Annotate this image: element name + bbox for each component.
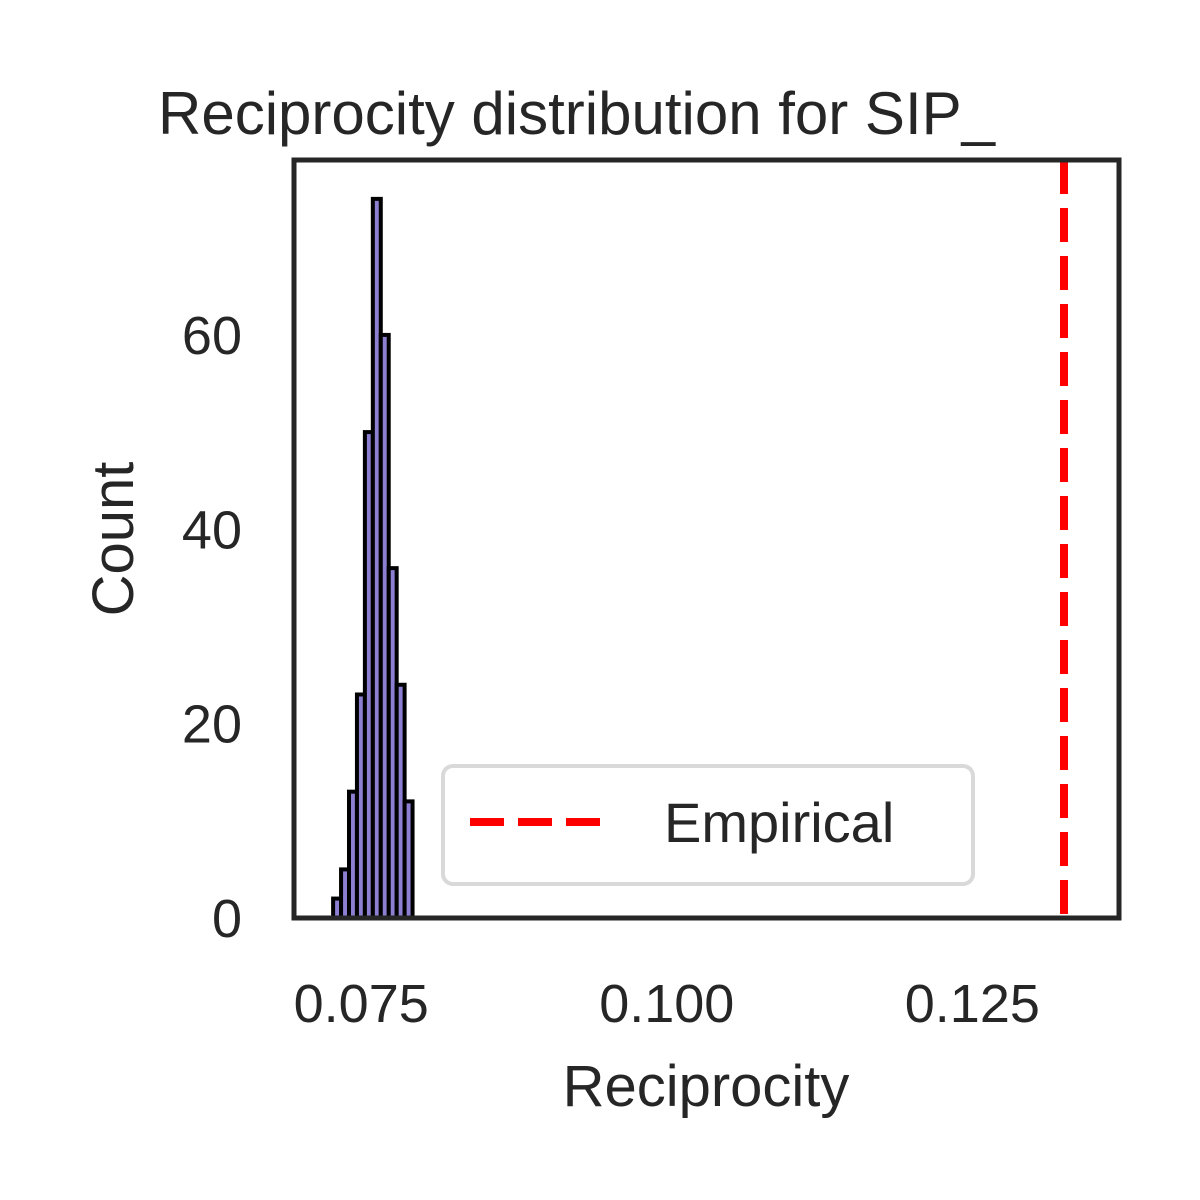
histogram-bars [331,196,415,921]
x-tick-labels: 0.075 0.100 0.125 [294,974,1040,1034]
legend-label-empirical: Empirical [664,791,894,854]
x-axis-label: Reciprocity [563,1054,850,1119]
y-tick-label-0: 0 [212,889,242,949]
x-tick-label-1: 0.100 [599,974,734,1034]
histogram-bar-9 [402,799,415,921]
chart-title: Reciprocity distribution for SIP_ [158,80,997,147]
x-tick-label-0: 0.075 [294,974,429,1034]
y-axis-label: Count [81,462,146,617]
y-tick-label-3: 60 [182,306,242,366]
y-tick-label-1: 20 [182,695,242,755]
legend: Empirical [441,764,975,886]
x-tick-label-2: 0.125 [905,974,1040,1034]
y-tick-labels: 0 20 40 60 [182,306,242,949]
plot-frame [291,157,1122,921]
legend-box [441,764,975,886]
y-tick-label-2: 40 [182,500,242,560]
